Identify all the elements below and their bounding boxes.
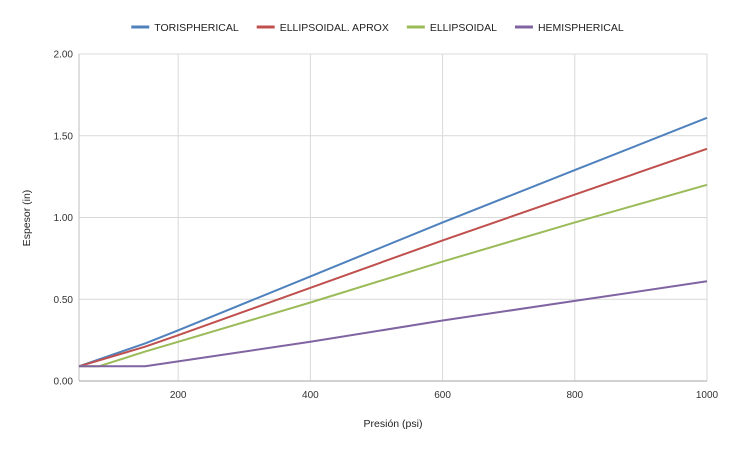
y-tick-label: 1.50 <box>54 131 74 142</box>
legend-item-3: ELLIPSOIDAL <box>406 22 497 34</box>
legend-label: TORISPHERICAL <box>154 22 239 34</box>
y-axis-title: Espesor (in) <box>21 190 33 247</box>
grid <box>79 53 708 381</box>
x-axis-title: Presión (psi) <box>364 418 423 430</box>
y-tick-label: 1.00 <box>54 213 74 224</box>
y-tick-label: 0.00 <box>54 377 74 388</box>
y-tick-label: 0.50 <box>54 295 74 306</box>
series-line-2 <box>78 147 708 368</box>
x-tick-label: 1000 <box>696 390 719 401</box>
y-tick-labels: 0.00 0.50 1.00 1.50 2.00 <box>54 50 74 388</box>
x-tick-label: 400 <box>302 390 319 401</box>
legend-label: ELLIPSOIDAL. APROX <box>280 22 389 34</box>
legend-label: ELLIPSOIDAL <box>430 22 497 34</box>
x-tick-labels: 200 400 600 800 1000 <box>170 390 719 401</box>
x-tick-label: 800 <box>566 390 583 401</box>
legend-item-2: ELLIPSOIDAL. APROX <box>256 22 389 34</box>
series-line-4 <box>79 280 708 368</box>
x-tick-label: 200 <box>170 390 187 401</box>
legend: TORISPHERICAL ELLIPSOIDAL. APROX ELLIPSOID… <box>131 22 624 34</box>
legend-item-1: TORISPHERICAL <box>131 22 239 34</box>
axes <box>78 54 707 382</box>
legend-item-4: HEMISPHERICAL <box>514 22 624 34</box>
series-line-3 <box>79 183 708 368</box>
series-line-1 <box>78 116 708 368</box>
series-lines <box>78 116 708 368</box>
legend-label: HEMISPHERICAL <box>538 22 624 34</box>
y-tick-label: 2.00 <box>54 50 74 61</box>
x-tick-label: 600 <box>434 390 451 401</box>
